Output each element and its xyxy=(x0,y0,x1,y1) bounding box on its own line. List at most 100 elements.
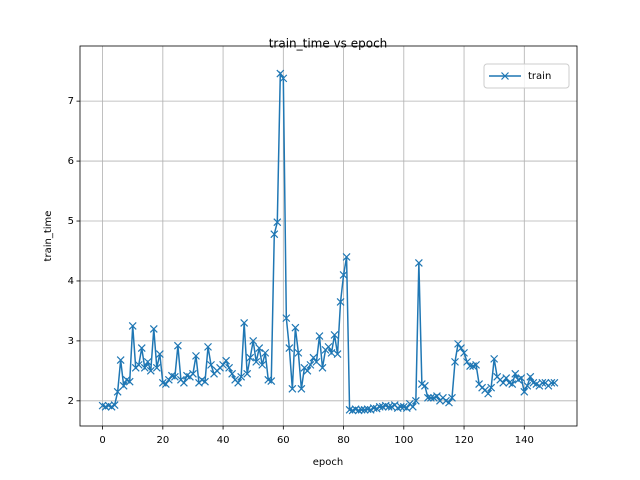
marker xyxy=(143,357,152,366)
marker xyxy=(517,374,526,382)
marker xyxy=(240,318,249,327)
marker xyxy=(237,372,246,381)
marker xyxy=(457,344,465,353)
marker xyxy=(261,348,270,357)
marker xyxy=(119,381,128,390)
marker xyxy=(508,380,517,388)
marker xyxy=(297,384,306,393)
marker xyxy=(324,342,333,351)
marker xyxy=(161,380,170,388)
marker xyxy=(155,350,164,359)
marker xyxy=(411,396,420,405)
marker xyxy=(267,377,276,385)
marker xyxy=(164,375,173,384)
marker xyxy=(152,363,161,372)
marker xyxy=(273,218,282,227)
marker xyxy=(426,393,435,402)
marker xyxy=(451,357,459,366)
marker xyxy=(420,381,429,390)
marker xyxy=(189,369,197,378)
marker xyxy=(330,330,339,339)
marker xyxy=(327,348,336,357)
marker xyxy=(270,230,279,239)
marker xyxy=(472,360,481,369)
marker xyxy=(222,356,231,365)
marker xyxy=(146,366,155,375)
marker xyxy=(234,378,243,387)
y-tick-label: 3 xyxy=(68,336,74,347)
marker xyxy=(303,366,312,375)
marker xyxy=(179,378,188,387)
marker xyxy=(523,381,532,390)
x-tick-label: 100 xyxy=(394,435,413,446)
marker xyxy=(285,344,294,353)
marker xyxy=(173,341,182,350)
marker xyxy=(282,314,291,323)
marker xyxy=(550,378,559,387)
marker xyxy=(547,378,556,387)
marker xyxy=(363,405,372,414)
marker xyxy=(279,74,288,83)
x-tick-label: 20 xyxy=(156,435,169,446)
marker xyxy=(125,377,134,386)
x-tick-label: 40 xyxy=(217,435,230,446)
y-tick-label: 5 xyxy=(68,216,74,227)
marker xyxy=(520,387,529,396)
y-tick-label: 7 xyxy=(68,96,74,107)
marker xyxy=(454,339,462,348)
legend: train xyxy=(483,63,570,89)
marker xyxy=(526,372,535,381)
legend-box xyxy=(483,63,570,89)
marker xyxy=(312,357,321,366)
marker xyxy=(219,360,228,369)
marker xyxy=(463,357,471,366)
marker xyxy=(294,348,303,357)
marker xyxy=(511,369,520,378)
marker xyxy=(137,344,146,353)
marker xyxy=(207,360,215,369)
marker xyxy=(375,402,384,411)
marker xyxy=(149,324,158,333)
marker xyxy=(291,323,300,332)
marker xyxy=(369,404,378,412)
marker xyxy=(396,402,405,411)
y-axis-label: train_time xyxy=(43,211,54,262)
marker xyxy=(258,360,267,369)
marker xyxy=(225,363,234,372)
marker xyxy=(315,332,324,341)
x-tick-label: 140 xyxy=(515,435,534,446)
marker xyxy=(140,363,149,372)
marker xyxy=(116,356,125,364)
x-tick-label: 60 xyxy=(277,435,290,446)
marker xyxy=(306,360,315,369)
marker xyxy=(249,336,258,345)
marker xyxy=(445,398,453,407)
marker xyxy=(460,348,468,357)
marker xyxy=(243,369,252,378)
x-tick-label: 0 xyxy=(99,435,105,446)
marker xyxy=(502,374,511,382)
marker xyxy=(423,393,432,402)
x-tick-label: 120 xyxy=(454,435,473,446)
legend-label: train xyxy=(528,71,551,82)
marker xyxy=(342,253,351,261)
marker xyxy=(538,378,547,387)
marker xyxy=(339,271,348,279)
marker xyxy=(466,362,474,370)
plot-frame xyxy=(79,45,578,427)
x-axis-label: epoch xyxy=(313,457,343,468)
marker xyxy=(490,354,499,363)
marker xyxy=(336,298,345,306)
marker xyxy=(484,389,493,398)
marker xyxy=(499,378,508,387)
marker xyxy=(276,69,285,78)
marker xyxy=(360,405,369,414)
marker xyxy=(228,369,237,378)
marker xyxy=(414,259,423,267)
marker xyxy=(255,344,264,353)
marker xyxy=(384,402,393,411)
marker xyxy=(252,357,261,366)
marker xyxy=(134,360,143,369)
marker xyxy=(192,351,200,360)
